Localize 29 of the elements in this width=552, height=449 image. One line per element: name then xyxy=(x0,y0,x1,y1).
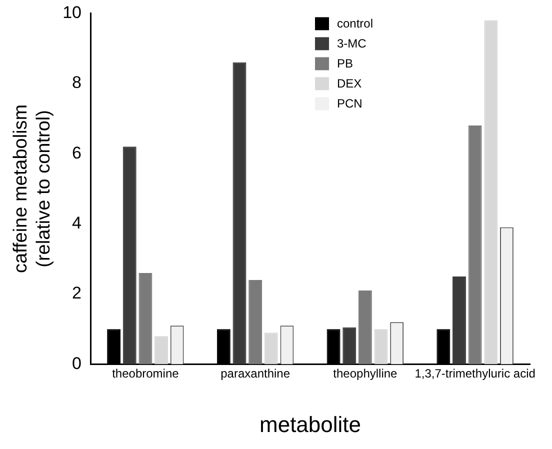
y-tick-label: 0 xyxy=(72,354,82,373)
x-tick-label: theobromine xyxy=(112,366,180,381)
bar xyxy=(138,272,152,364)
bar xyxy=(468,126,482,364)
bar xyxy=(342,327,356,364)
legend-label: PB xyxy=(337,56,354,71)
x-tick-label: paraxanthine xyxy=(220,366,290,381)
y-tick-label: 6 xyxy=(72,143,82,162)
bar xyxy=(452,276,466,364)
bar xyxy=(484,20,498,364)
bar xyxy=(248,280,262,364)
bar xyxy=(232,62,246,364)
y-tick-label: 2 xyxy=(72,284,82,303)
y-axis-title: caffeine metabolism (relative to control) xyxy=(10,104,54,274)
bar xyxy=(374,329,388,364)
legend-label: 3-MC xyxy=(337,36,367,51)
bar xyxy=(358,290,372,364)
x-axis-title: metabolite xyxy=(259,412,362,437)
legend-label: control xyxy=(337,16,374,31)
x-tick-label: theophylline xyxy=(333,366,398,381)
legend-label: DEX xyxy=(337,76,362,91)
y-tick-label: 4 xyxy=(72,213,82,232)
y-tick-label: 10 xyxy=(62,2,82,22)
bar xyxy=(154,336,168,364)
legend-label: PCN xyxy=(337,96,362,111)
bar xyxy=(122,146,136,364)
x-tick-label: 1,3,7-trimethyluric acid xyxy=(414,366,536,381)
y-tick-label: 8 xyxy=(72,73,82,92)
bar xyxy=(264,332,278,364)
